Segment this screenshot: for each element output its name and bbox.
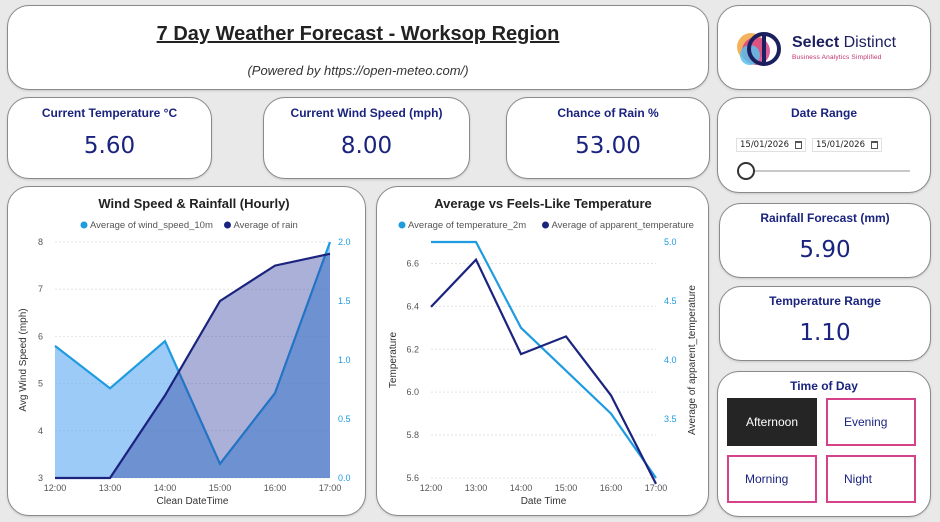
y2-tick-label: 5.0 [664,237,677,247]
y-tick-label: 5 [38,379,43,389]
series-area-0 [55,242,330,478]
logo-brand: Select Distinct [792,34,897,51]
y-tick-label: 6.2 [406,344,419,354]
date-slider-track[interactable] [746,170,910,172]
y2-tick-label: 2.0 [338,237,351,247]
wind-rain-chart-card: Wind Speed & Rainfall (Hourly) Average of… [7,186,366,516]
report-header: 7 Day Weather Forecast - Worksop Region … [7,5,709,90]
logo-tagline: Business Analytics Simplified [792,54,882,61]
kpi-chance-of-rain: Chance of Rain % 53.00 [506,97,710,179]
y-tick-label: 8 [38,237,43,247]
kpi-current-wind-speed: Current Wind Speed (mph) 8.00 [263,97,470,179]
x-tick-label: 12:00 [420,483,443,493]
time-of-day-label: Time of Day [790,379,858,393]
legend-marker [398,221,406,229]
tod-button-evening[interactable]: Evening [826,398,916,446]
y2-tick-label: 0.5 [338,414,351,424]
date-range-slicer: Date Range 15/01/2026 15/01/2026 [717,97,931,193]
kpi-rainfall-forecast: Rainfall Forecast (mm) 5.90 [719,203,931,278]
kpi-value: 8.00 [340,133,393,159]
x-tick-label: 13:00 [465,483,488,493]
x-tick-label: 15:00 [555,483,578,493]
y-tick-label: 4 [38,426,43,436]
end-date-input[interactable]: 15/01/2026 [812,138,882,152]
chart-title: Wind Speed & Rainfall (Hourly) [98,196,289,211]
x-tick-label: 12:00 [44,483,67,493]
y-tick-label: 6.0 [406,387,419,397]
kpi-value: 5.90 [799,237,851,263]
y2-tick-label: 4.5 [664,296,677,306]
report-title: 7 Day Weather Forecast - Worksop Region [156,23,560,45]
y-tick-label: 5.8 [406,430,419,440]
series-area-1 [55,253,330,478]
x-tick-label: 15:00 [209,483,232,493]
start-date-value: 15/01/2026 [740,140,789,150]
select-distinct-logo-icon [737,32,781,66]
temperature-chart: Average vs Feels-Like Temperature Average… [388,196,698,507]
y2-tick-label: 1.0 [338,355,351,365]
logo-card: Select Distinct Business Analytics Simpl… [717,5,931,90]
y2-axis-label: Average of apparent_temperature [687,285,698,435]
y-tick-label: 6 [38,331,43,341]
x-axis-label: Date Time [521,496,567,507]
date-slider-handle[interactable] [737,162,755,180]
tod-button-night[interactable]: Night [826,455,916,503]
kpi-value: 5.60 [83,133,136,159]
y-axis-label: Temperature [388,331,399,388]
kpi-label: Temperature Range [769,294,881,308]
series-line-0 [54,241,332,466]
date-range-label: Date Range [790,106,858,120]
x-tick-label: 17:00 [645,483,668,493]
report-subtitle: (Powered by https://open-meteo.com/) [247,63,469,78]
kpi-value: 53.00 [575,133,641,159]
kpi-label: Rainfall Forecast (mm) [760,211,890,225]
legend-item: Average of wind_speed_10m [90,220,213,231]
y-tick-label: 5.6 [406,473,419,483]
kpi-temperature-range: Temperature Range 1.10 [719,286,931,361]
kpi-current-temperature: Current Temperature °C 5.60 [7,97,212,179]
kpi-value: 1.10 [799,320,851,346]
chart-title: Average vs Feels-Like Temperature [434,196,652,211]
x-tick-label: 16:00 [600,483,623,493]
legend-item: Average of rain [234,220,298,231]
y-tick-label: 6.6 [406,258,419,268]
y-tick-label: 3 [38,473,43,483]
x-axis-label: Clean DateTime [157,496,229,507]
x-tick-label: 14:00 [510,483,533,493]
y2-tick-label: 3.5 [664,414,677,424]
series-line-1 [430,257,657,485]
legend-marker [80,221,88,229]
y-tick-label: 7 [38,284,43,294]
wind-rain-chart: Wind Speed & Rainfall (Hourly) Average of… [18,196,351,507]
kpi-label: Chance of Rain % [557,106,659,120]
legend-item: Average of apparent_temperature [552,220,694,231]
series-line-1 [55,252,331,480]
time-of-day-slicer: Time of Day Afternoon Evening Morning Ni… [717,371,931,517]
start-date-input[interactable]: 15/01/2026 [736,138,806,152]
y2-tick-label: 4.0 [664,355,677,365]
calendar-icon[interactable] [795,141,802,149]
x-tick-label: 13:00 [99,483,122,493]
kpi-label: Current Wind Speed (mph) [290,106,443,120]
legend-marker [542,221,549,229]
tod-button-afternoon[interactable]: Afternoon [727,398,817,446]
x-tick-label: 16:00 [264,483,287,493]
kpi-label: Current Temperature °C [41,106,178,120]
legend-marker [224,221,231,229]
temperature-chart-card: Average vs Feels-Like Temperature Average… [376,186,709,516]
legend-item: Average of temperature_2m [408,220,526,231]
y-axis-label: Avg Wind Speed (mph) [18,308,29,411]
series-line-0 [431,240,657,479]
tod-button-morning[interactable]: Morning [727,455,817,503]
x-tick-label: 17:00 [319,483,342,493]
y2-tick-label: 0.0 [338,473,351,483]
end-date-value: 15/01/2026 [816,140,865,150]
x-tick-label: 14:00 [154,483,177,493]
y2-tick-label: 1.5 [338,296,351,306]
y-tick-label: 6.4 [406,301,419,311]
calendar-icon[interactable] [871,141,878,149]
